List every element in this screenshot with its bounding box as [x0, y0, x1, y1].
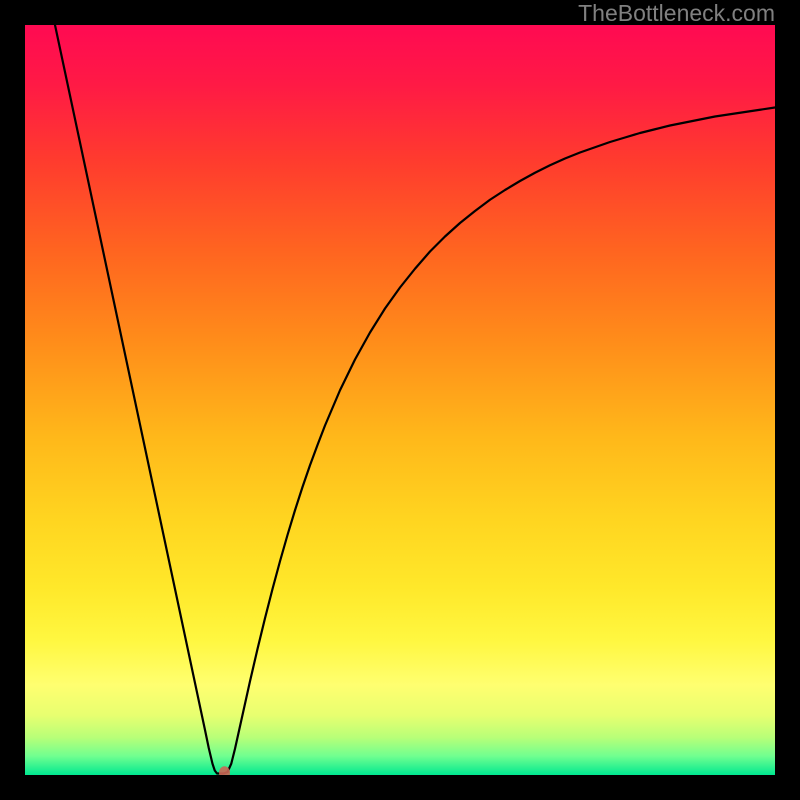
chart-container: TheBottleneck.com	[0, 0, 800, 800]
plot-area	[25, 25, 775, 775]
watermark-text: TheBottleneck.com	[578, 0, 775, 27]
chart-svg	[25, 25, 775, 775]
gradient-background	[25, 25, 775, 775]
